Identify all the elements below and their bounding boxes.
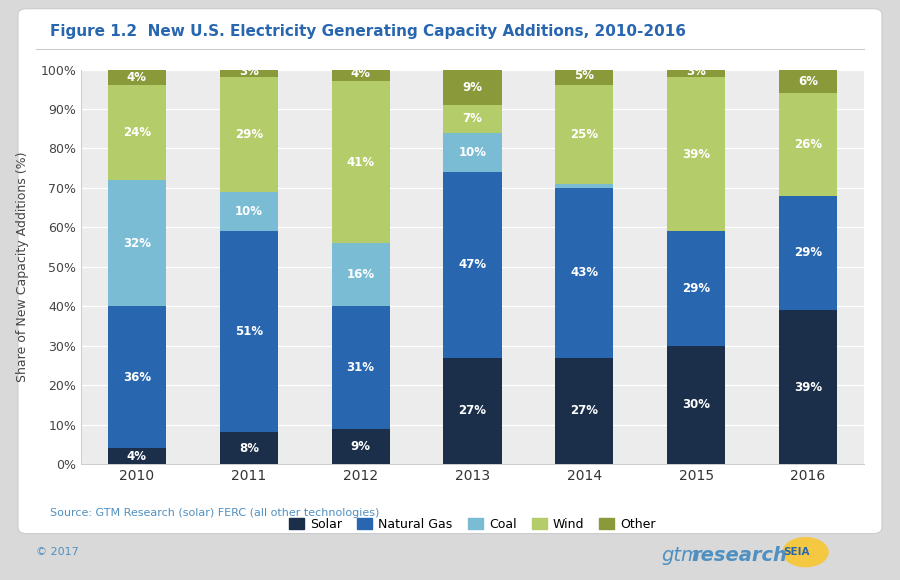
Text: 24%: 24% [123,126,151,139]
Text: 10%: 10% [235,205,263,218]
Text: 29%: 29% [235,128,263,141]
Text: 4%: 4% [127,71,147,84]
Bar [444,357,501,464]
Bar [555,184,614,188]
Text: SEIA: SEIA [783,547,810,557]
Text: © 2017: © 2017 [36,547,79,557]
Bar [108,70,166,85]
Y-axis label: Share of New Capacity Additions (%): Share of New Capacity Additions (%) [16,151,29,382]
Bar [108,85,166,180]
Bar [555,66,614,85]
Text: 29%: 29% [794,246,822,259]
Bar [667,231,725,346]
Text: 7%: 7% [463,113,482,125]
Text: 26%: 26% [794,138,822,151]
Text: 4%: 4% [351,67,371,80]
Bar [555,188,614,357]
Bar [331,306,390,429]
Text: 43%: 43% [571,266,598,279]
Bar [667,346,725,464]
Bar [444,133,501,172]
Text: 30%: 30% [682,398,710,411]
Bar [331,81,390,243]
Bar [444,105,501,133]
Bar [779,310,837,464]
Bar [444,70,501,105]
Bar [555,85,614,184]
Text: 9%: 9% [351,440,371,453]
Text: 3%: 3% [238,65,258,78]
Bar [220,192,278,231]
Text: 51%: 51% [235,325,263,338]
Bar [779,196,837,310]
Text: 5%: 5% [574,69,594,82]
Bar [220,66,278,78]
Bar [667,78,725,231]
Bar [220,433,278,464]
Text: 3%: 3% [687,65,707,78]
Bar [331,243,390,306]
Bar [220,231,278,433]
Bar [779,70,837,93]
Text: 29%: 29% [682,282,710,295]
Legend: Solar, Natural Gas, Coal, Wind, Other: Solar, Natural Gas, Coal, Wind, Other [289,517,656,531]
Text: 36%: 36% [123,371,151,384]
Text: 25%: 25% [571,128,598,141]
Bar [555,357,614,464]
Bar [331,66,390,81]
Bar [108,180,166,306]
Text: 16%: 16% [346,268,374,281]
Text: 47%: 47% [458,258,487,271]
Bar [220,78,278,192]
Bar [444,172,501,357]
Text: Source: GTM Research (solar) FERC (all other technologies): Source: GTM Research (solar) FERC (all o… [50,508,379,519]
Text: gtm: gtm [662,546,700,565]
Text: 27%: 27% [458,404,487,417]
Bar [779,93,837,196]
Text: Figure 1.2  New U.S. Electricity Generating Capacity Additions, 2010-2016: Figure 1.2 New U.S. Electricity Generati… [50,24,686,39]
Text: 6%: 6% [798,75,818,88]
Text: 27%: 27% [571,404,598,417]
Bar [331,429,390,464]
Text: 4%: 4% [127,450,147,463]
Text: 8%: 8% [238,442,259,455]
Text: 41%: 41% [346,156,374,169]
Text: 39%: 39% [794,380,822,394]
Bar [108,306,166,448]
Text: 39%: 39% [682,148,710,161]
Bar [108,448,166,464]
Text: 32%: 32% [123,237,151,249]
Text: 10%: 10% [458,146,487,159]
Text: research: research [691,546,788,565]
Text: 9%: 9% [463,81,482,94]
Bar [667,66,725,78]
Text: 31%: 31% [346,361,374,374]
